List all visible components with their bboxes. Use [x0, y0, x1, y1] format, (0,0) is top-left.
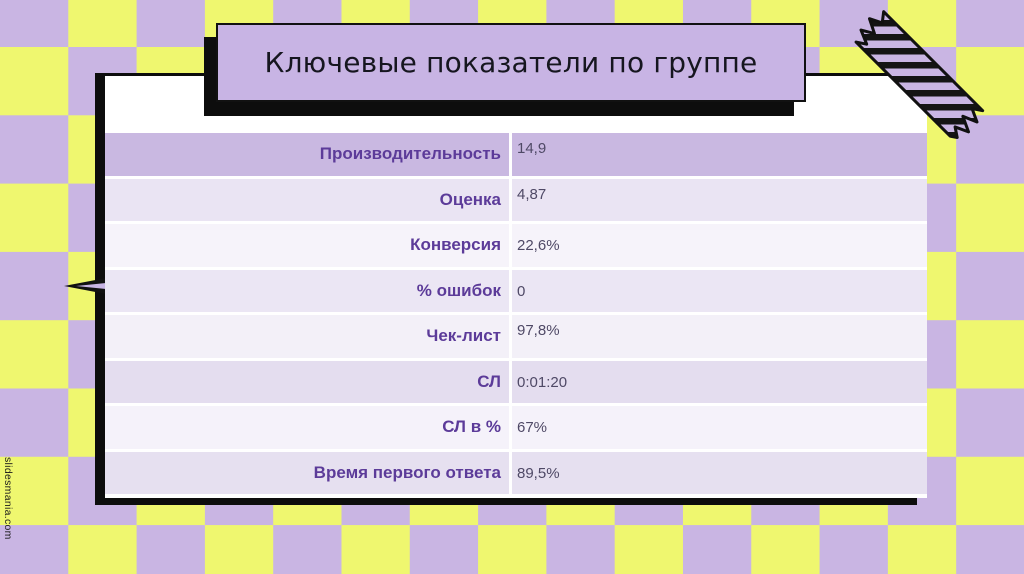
kpi-table: Производительность 14,9 Оценка 4,87 Конв…: [105, 133, 927, 497]
row-label: Время первого ответа: [105, 451, 509, 494]
washi-tape-icon: [854, 10, 985, 140]
page-title: Ключевые показатели по группе: [264, 46, 758, 79]
row-label: СЛ: [105, 360, 509, 403]
row-value: 89,5%: [512, 451, 927, 494]
table-row: Производительность 14,9: [105, 133, 927, 176]
row-label: Чек-лист: [105, 315, 509, 358]
row-value: 0:01:20: [512, 360, 927, 403]
table-row: СЛ в % 67%: [105, 406, 927, 449]
row-value: 22,6%: [512, 224, 927, 267]
table-row: СЛ 0:01:20: [105, 360, 927, 403]
title-box: Ключевые показатели по группе: [216, 23, 806, 102]
table-row: Оценка 4,87: [105, 178, 927, 221]
row-label: Производительность: [105, 133, 509, 176]
table-row: % ошибок 0: [105, 269, 927, 312]
row-value: 4,87: [512, 178, 927, 221]
watermark: slidesmania.com: [2, 457, 14, 540]
table-row: Время первого ответа 89,5%: [105, 451, 927, 494]
row-value: 67%: [512, 406, 927, 449]
row-label: СЛ в %: [105, 406, 509, 449]
table-row: Конверсия 22,6%: [105, 224, 927, 267]
row-value: 0: [512, 269, 927, 312]
row-value: 97,8%: [512, 315, 927, 358]
row-label: % ошибок: [105, 269, 509, 312]
row-label: Оценка: [105, 178, 509, 221]
row-value: 14,9: [512, 133, 927, 176]
table-row: Чек-лист 97,8%: [105, 315, 927, 358]
row-label: Конверсия: [105, 224, 509, 267]
speech-bubble-tail-icon: [64, 278, 106, 294]
